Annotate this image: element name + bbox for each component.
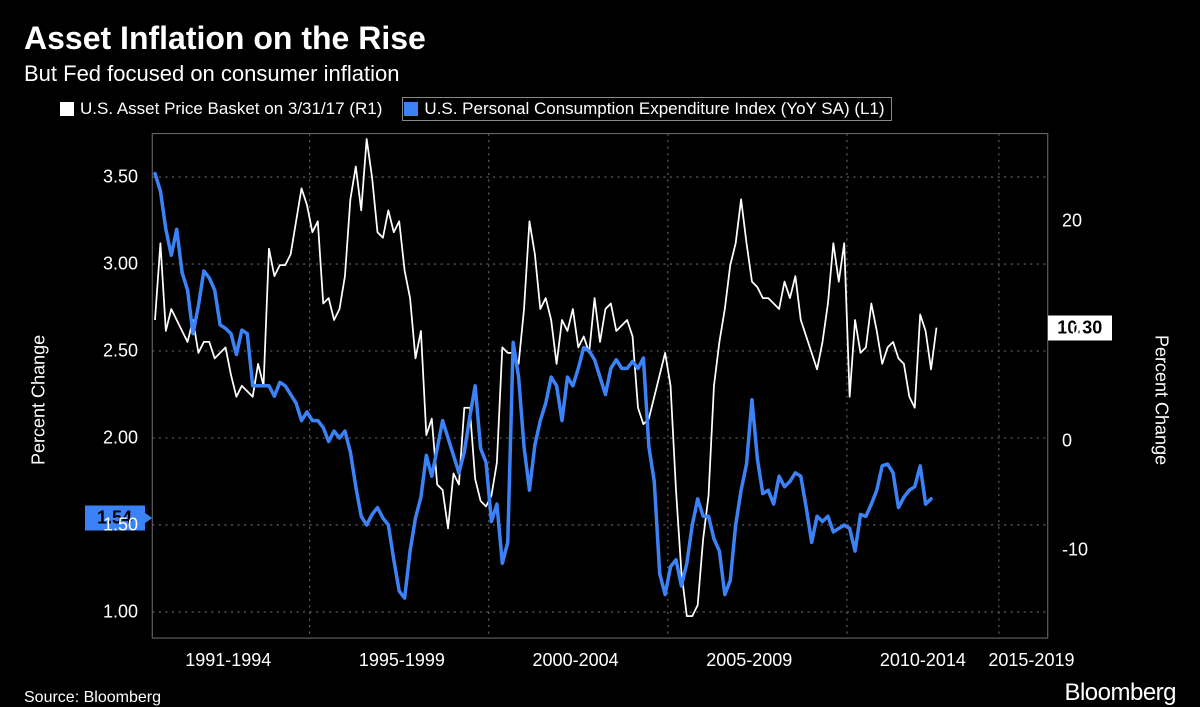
x-tick-label: 1995-1999 bbox=[359, 650, 445, 671]
y-tick-right: 10 bbox=[1056, 320, 1140, 341]
y-tick-left: 3.00 bbox=[60, 254, 144, 275]
legend-label: U.S. Asset Price Basket on 3/31/17 (R1) bbox=[80, 99, 382, 119]
legend-item-pce: U.S. Personal Consumption Expenditure In… bbox=[402, 97, 891, 121]
y-tick-left: 3.50 bbox=[60, 167, 144, 188]
legend-swatch-blue bbox=[404, 102, 418, 116]
line-chart bbox=[54, 127, 1146, 673]
y-tick-right: 20 bbox=[1056, 211, 1140, 232]
chart-title: Asset Inflation on the Rise bbox=[24, 20, 1176, 57]
legend-label: U.S. Personal Consumption Expenditure In… bbox=[424, 99, 884, 119]
source-text: Source: Bloomberg bbox=[24, 689, 161, 707]
y-axis-label-right: Percent Change bbox=[1146, 127, 1176, 673]
legend-item-asset: U.S. Asset Price Basket on 3/31/17 (R1) bbox=[60, 97, 382, 121]
y-tick-left: 1.00 bbox=[60, 601, 144, 622]
x-tick-label: 2000-2004 bbox=[533, 650, 619, 671]
x-tick-label: 2005-2009 bbox=[706, 650, 792, 671]
y-axis-label-left: Percent Change bbox=[24, 127, 54, 673]
plot-area: 1.54 10.30 1.001.502.002.503.003.50 -100… bbox=[54, 127, 1146, 673]
y-tick-left: 2.00 bbox=[60, 427, 144, 448]
legend: U.S. Asset Price Basket on 3/31/17 (R1) … bbox=[24, 97, 1176, 121]
y-tick-right: 0 bbox=[1056, 430, 1140, 451]
legend-swatch-white bbox=[60, 102, 74, 116]
x-tick-label: 1991-1994 bbox=[185, 650, 271, 671]
x-tick-label: 2010-2014 bbox=[880, 650, 966, 671]
x-tick-label: 2015-2019 bbox=[988, 650, 1074, 671]
bloomberg-logo: Bloomberg bbox=[1064, 679, 1176, 707]
y-tick-left: 1.50 bbox=[60, 514, 144, 535]
y-tick-left: 2.50 bbox=[60, 341, 144, 362]
y-tick-right: -10 bbox=[1056, 540, 1140, 561]
chart-subtitle: But Fed focused on consumer inflation bbox=[24, 61, 1176, 87]
